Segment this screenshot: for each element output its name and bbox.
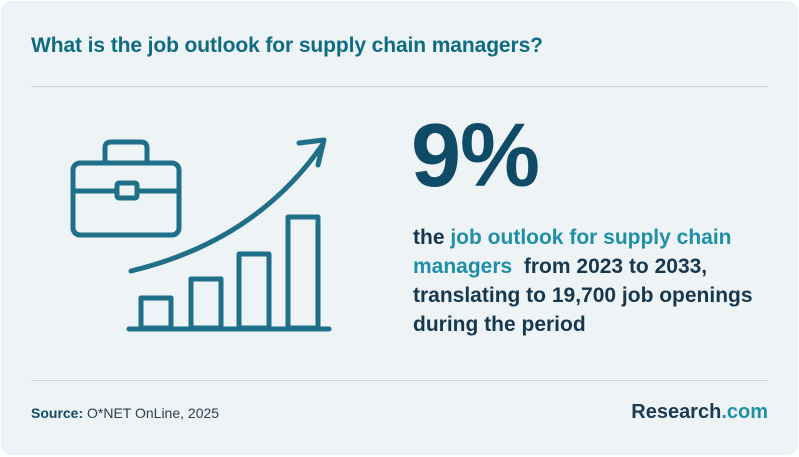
stat-text-highlight: job outlook for supply chain managers [413,226,732,278]
page-title: What is the job outlook for supply chain… [31,34,543,57]
bottom-divider [31,380,768,381]
rising-arrow-icon [128,137,327,274]
stat-text-suffix: from 2023 to 2033, translating to 19,700… [413,255,759,336]
stat-description: the job outlook for supply chain manager… [413,223,783,339]
brand-name: Research [631,401,722,423]
source-citation: Source: O*NET OnLine, 2025 [31,405,219,421]
top-divider [31,86,768,87]
job-growth-illustration [70,137,332,332]
bar-chart-icon [126,214,332,332]
briefcase-icon [70,139,182,238]
stat-text-prefix: the [413,226,451,249]
source-label: Source: [31,405,84,421]
source-text: O*NET OnLine, 2025 [83,405,220,421]
brand-domain: .com [721,401,768,423]
brand-logo: Research.com [631,401,768,424]
stat-value: 9% [411,106,540,206]
